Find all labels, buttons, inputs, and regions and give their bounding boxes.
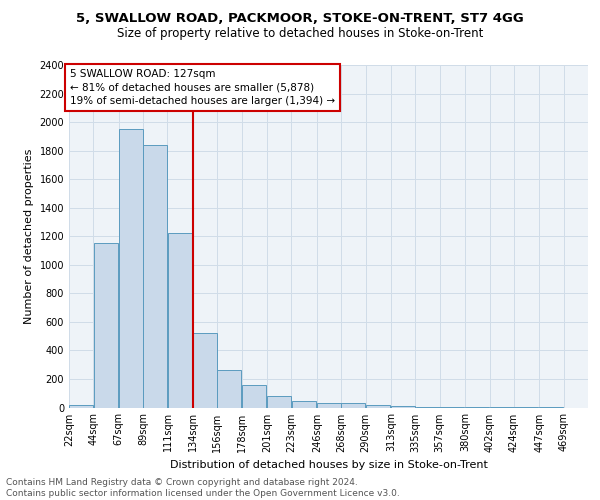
Bar — [242, 386, 266, 407]
Bar — [416, 407, 440, 408]
Bar — [440, 407, 464, 408]
Text: 5, SWALLOW ROAD, PACKMOOR, STOKE-ON-TRENT, ST7 4GG: 5, SWALLOW ROAD, PACKMOOR, STOKE-ON-TREN… — [76, 12, 524, 26]
Bar — [217, 370, 241, 408]
Bar — [317, 402, 341, 407]
Bar — [292, 401, 316, 407]
X-axis label: Distribution of detached houses by size in Stoke-on-Trent: Distribution of detached houses by size … — [170, 460, 487, 470]
Bar — [94, 244, 118, 408]
Bar — [391, 406, 415, 407]
Text: Contains HM Land Registry data © Crown copyright and database right 2024.
Contai: Contains HM Land Registry data © Crown c… — [6, 478, 400, 498]
Bar — [167, 234, 191, 408]
Bar — [539, 407, 563, 408]
Bar — [366, 406, 390, 407]
Text: Size of property relative to detached houses in Stoke-on-Trent: Size of property relative to detached ho… — [117, 28, 483, 40]
Bar — [267, 396, 291, 407]
Text: 5 SWALLOW ROAD: 127sqm
← 81% of detached houses are smaller (5,878)
19% of semi-: 5 SWALLOW ROAD: 127sqm ← 81% of detached… — [70, 70, 335, 106]
Bar — [69, 404, 93, 407]
Y-axis label: Number of detached properties: Number of detached properties — [24, 148, 34, 324]
Bar — [143, 145, 167, 407]
Bar — [341, 403, 365, 407]
Bar — [193, 334, 217, 407]
Bar — [119, 129, 143, 407]
